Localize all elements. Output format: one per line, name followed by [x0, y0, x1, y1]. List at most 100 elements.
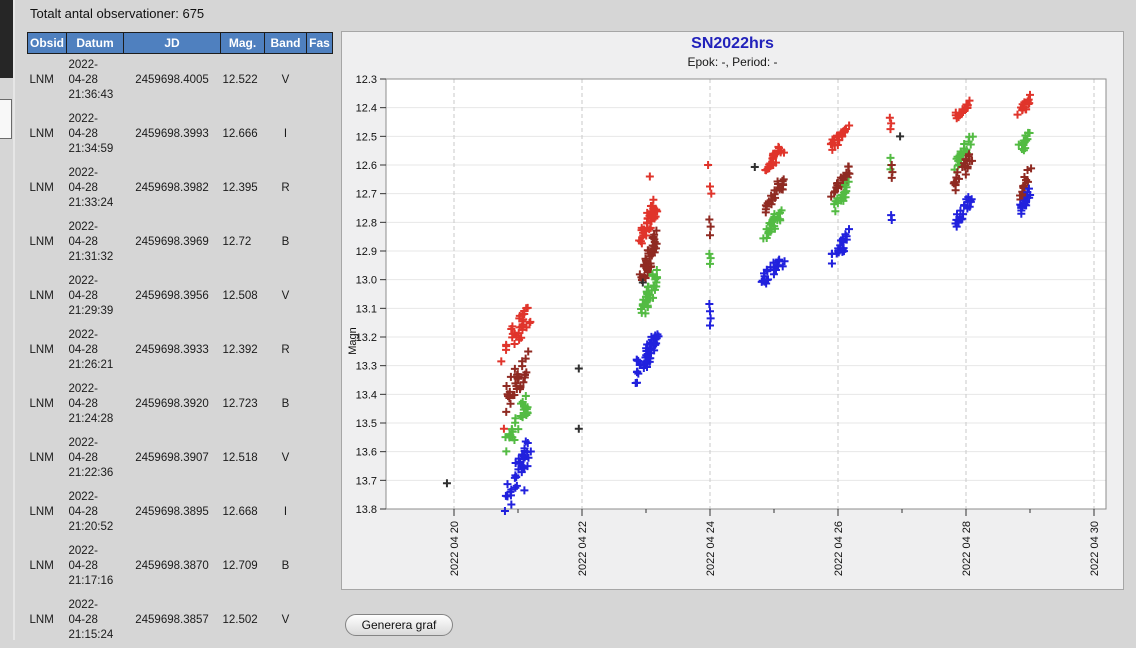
table-row: LNM 2022- 04-28 21:31:32 2459698.3969 12.72 B: [28, 216, 333, 270]
table-cell: [307, 108, 333, 162]
data-point: [952, 173, 961, 182]
data-point: [775, 209, 784, 218]
table-cell: I: [283, 128, 288, 140]
data-point: [511, 458, 520, 467]
data-point: [838, 191, 847, 200]
data-point: [950, 178, 959, 187]
y-tick-label: 12.7: [356, 189, 377, 201]
x-tick-label: 2022 04 24: [705, 521, 717, 576]
data-point: [828, 138, 837, 147]
table-cell: 2459698.3956: [135, 290, 209, 302]
data-point: [650, 338, 659, 347]
data-point: [507, 500, 516, 509]
data-point: [510, 390, 519, 399]
total-observations-label: Totalt antal observationer: 675: [30, 6, 205, 21]
data-point: [650, 282, 659, 291]
data-point: [831, 207, 840, 216]
table-row: LNM 2022- 04-28 21:22:36 2459698.3907 12.518 V: [28, 432, 333, 486]
table-cell: 2022- 04-28 21:17:16: [68, 545, 114, 587]
y-tick-label: 12.5: [356, 131, 377, 143]
data-point: [887, 216, 896, 225]
table-cell: 12.508: [222, 290, 258, 302]
table-cell: 12.522: [222, 74, 258, 87]
observations-table: Obsid Datum JD Mag. Band Fas LNM 2022- 04-…: [26, 32, 334, 648]
y-tick-label: 13.0: [356, 275, 377, 287]
table-cell: LNM: [29, 506, 54, 518]
data-point: [887, 161, 896, 169]
table-cell: 2022- 04-28 21:15:24: [68, 599, 114, 641]
data-point: [637, 304, 646, 313]
y-tick-label: 12.9: [356, 246, 377, 258]
data-point: [442, 479, 451, 488]
data-point: [705, 300, 714, 309]
data-point: [521, 392, 530, 401]
table-cell: I: [283, 506, 288, 518]
y-tick-label: 13.5: [356, 418, 377, 430]
table-cell: 12.72: [222, 236, 252, 248]
data-point: [507, 324, 516, 333]
data-point: [768, 195, 777, 204]
table-cell: 2459698.4005: [135, 74, 209, 87]
data-point: [832, 249, 841, 258]
column-header-datum: Datum: [66, 32, 125, 54]
data-point: [968, 132, 977, 141]
table-cell: 2022- 04-28 21:22:36: [68, 437, 114, 479]
table-cell: [307, 216, 333, 270]
data-point: [706, 231, 714, 240]
data-point: [638, 278, 647, 287]
table-cell: 12.395: [222, 182, 258, 194]
generate-graph-button[interactable]: Generera graf: [345, 614, 453, 636]
data-point: [704, 161, 713, 169]
x-tick-label: 2022 04 26: [833, 521, 845, 576]
data-point: [510, 473, 519, 482]
table-cell: LNM: [29, 614, 54, 626]
data-point: [957, 151, 966, 160]
data-point: [632, 368, 641, 377]
data-point: [840, 173, 849, 182]
data-point: [1021, 144, 1030, 153]
table-cell: 2022- 04-28 21:33:24: [68, 167, 114, 209]
data-point: [653, 330, 662, 339]
data-point: [707, 189, 716, 198]
data-point: [772, 258, 781, 267]
table-cell: R: [281, 344, 290, 356]
column-header-band: Band: [264, 32, 308, 54]
column-header-jd: JD: [123, 32, 222, 54]
data-point: [643, 246, 652, 255]
y-tick-label: 13.3: [356, 361, 377, 373]
data-point: [497, 357, 506, 366]
data-point: [962, 195, 971, 204]
data-point: [1018, 139, 1027, 148]
data-point: [633, 356, 642, 365]
data-point: [645, 172, 654, 181]
data-point: [646, 293, 655, 302]
data-point: [963, 202, 972, 211]
data-point: [507, 485, 516, 494]
data-point: [841, 230, 850, 239]
data-point: [1013, 110, 1022, 119]
data-point: [1017, 103, 1026, 112]
table-cell: 12.666: [222, 128, 258, 140]
data-point: [706, 182, 714, 191]
data-point: [768, 151, 777, 160]
observations-tbody: LNM 2022- 04-28 21:36:43 2459698.4005 12.522 V…: [28, 54, 333, 648]
data-point: [778, 262, 787, 271]
table-cell: V: [281, 290, 290, 302]
data-point: [706, 307, 714, 316]
y-tick-label: 12.3: [356, 74, 377, 86]
data-point: [765, 160, 774, 169]
data-point: [844, 177, 853, 186]
chart-subtitle: Epok: -, Period: -: [687, 55, 778, 69]
data-point: [645, 346, 654, 355]
table-cell: LNM: [29, 344, 54, 356]
data-point: [960, 162, 969, 171]
table-cell: 12.518: [222, 452, 258, 464]
data-point: [506, 399, 515, 408]
table-header-row: Obsid Datum JD Mag. Band Fas: [26, 32, 334, 54]
table-cell: 2459698.3857: [135, 614, 209, 626]
data-point: [524, 453, 533, 462]
data-point: [514, 465, 523, 474]
data-point: [574, 424, 583, 433]
data-point: [842, 168, 851, 177]
table-cell: 2459698.3993: [135, 128, 209, 140]
